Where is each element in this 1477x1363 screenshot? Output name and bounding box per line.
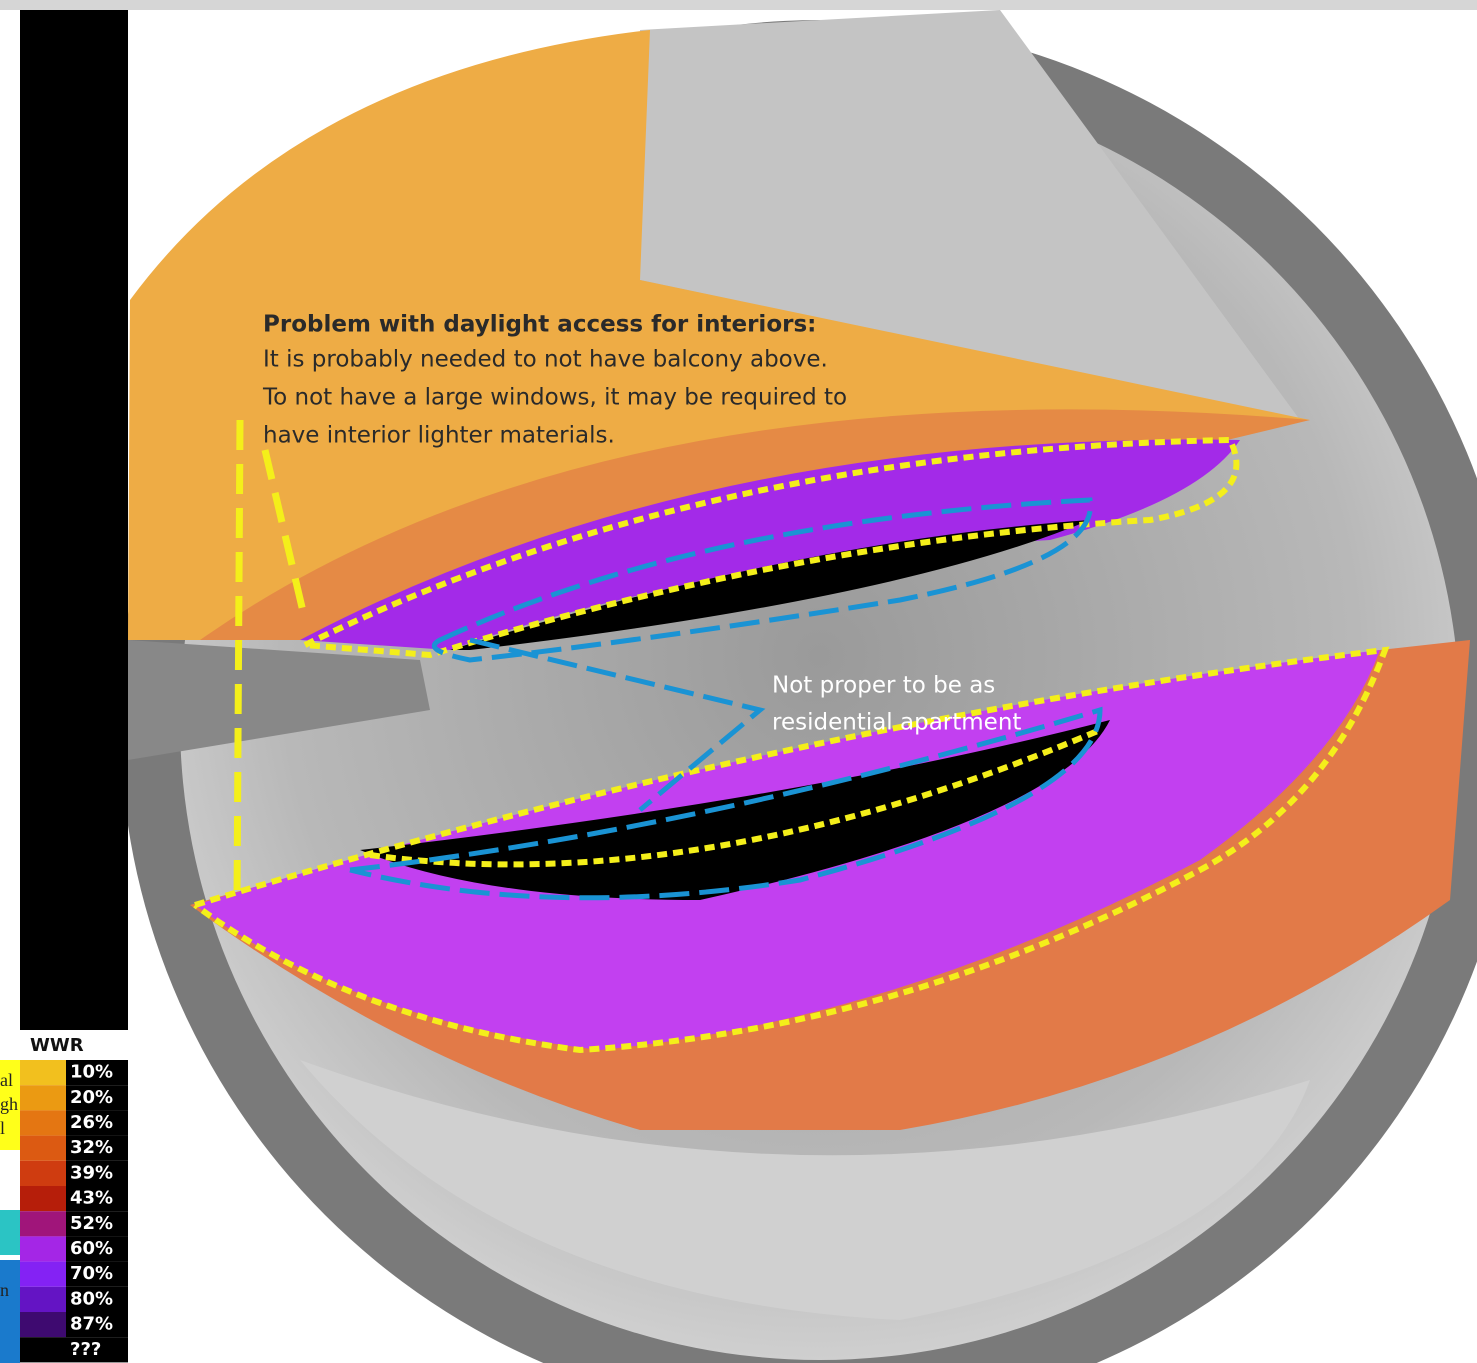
legend-label-bg xyxy=(66,1085,128,1111)
legend-swatch xyxy=(20,1135,66,1161)
legend-label-bg xyxy=(66,1337,128,1363)
legend-label: 60% xyxy=(70,1238,113,1259)
annotation-line: have interior lighter materials. xyxy=(263,423,615,449)
legend-swatch xyxy=(20,1211,66,1237)
legend-label: ??? xyxy=(70,1339,101,1360)
legend-swatch xyxy=(20,1312,66,1338)
annotation-title: Problem with daylight access for interio… xyxy=(263,312,816,338)
legend-label: 43% xyxy=(70,1188,113,1209)
legend-swatch xyxy=(20,1337,66,1363)
legend-swatch xyxy=(20,1261,66,1287)
annotations: Problem with daylight access for interio… xyxy=(262,312,1021,736)
cropped-text: l xyxy=(0,1118,5,1138)
legend-swatch xyxy=(20,1110,66,1136)
fisheye-render xyxy=(128,10,1477,1363)
legend-label-bg xyxy=(66,1060,128,1086)
legend-label: 26% xyxy=(70,1112,113,1133)
legend-swatch xyxy=(20,1085,66,1111)
side-swatch xyxy=(0,1060,20,1150)
legend-label: 20% xyxy=(70,1087,113,1108)
annotation-line: It is probably needed to not have balcon… xyxy=(263,347,828,373)
legend-label: 87% xyxy=(70,1314,113,1335)
legend-swatch xyxy=(20,1236,66,1262)
legend-label-bg xyxy=(66,1211,128,1237)
legend-label: 32% xyxy=(70,1137,113,1158)
legend-label-bg xyxy=(66,1135,128,1161)
legend-swatch xyxy=(20,1160,66,1186)
legend-label-bg xyxy=(66,1236,128,1262)
legend-label: 10% xyxy=(70,1062,113,1083)
legend-label-bg xyxy=(66,1186,128,1212)
legend-swatch xyxy=(20,1060,66,1086)
legend-swatch xyxy=(20,1186,66,1212)
cropped-text: gh xyxy=(0,1094,18,1114)
legend-label-bg xyxy=(66,1286,128,1312)
legend: WWR 10% 20% 26% 32% 39% 43% 52% 60% 70% 80% 87%??? xyxy=(20,1030,128,1363)
legend-title: WWR xyxy=(30,1035,84,1056)
annotation-line: To not have a large windows, it may be r… xyxy=(262,385,847,411)
legend-label: 80% xyxy=(70,1288,113,1309)
legend-label-bg xyxy=(66,1160,128,1186)
legend-label: 52% xyxy=(70,1213,113,1234)
legend-label-bg xyxy=(66,1261,128,1287)
legend-label-bg xyxy=(66,1312,128,1338)
cropped-text: n xyxy=(0,1280,9,1300)
side-swatch xyxy=(0,1210,20,1255)
legend-label: 39% xyxy=(70,1162,113,1183)
cropped-text: al xyxy=(0,1070,13,1090)
side-swatch xyxy=(0,1260,20,1363)
legend-swatch xyxy=(20,1286,66,1312)
legend-label: 70% xyxy=(70,1263,113,1284)
annotation-line: Not proper to be as xyxy=(772,673,995,699)
annotation-line: residential apartment xyxy=(772,710,1021,736)
top-strip xyxy=(0,0,1477,10)
legend-label-bg xyxy=(66,1110,128,1136)
